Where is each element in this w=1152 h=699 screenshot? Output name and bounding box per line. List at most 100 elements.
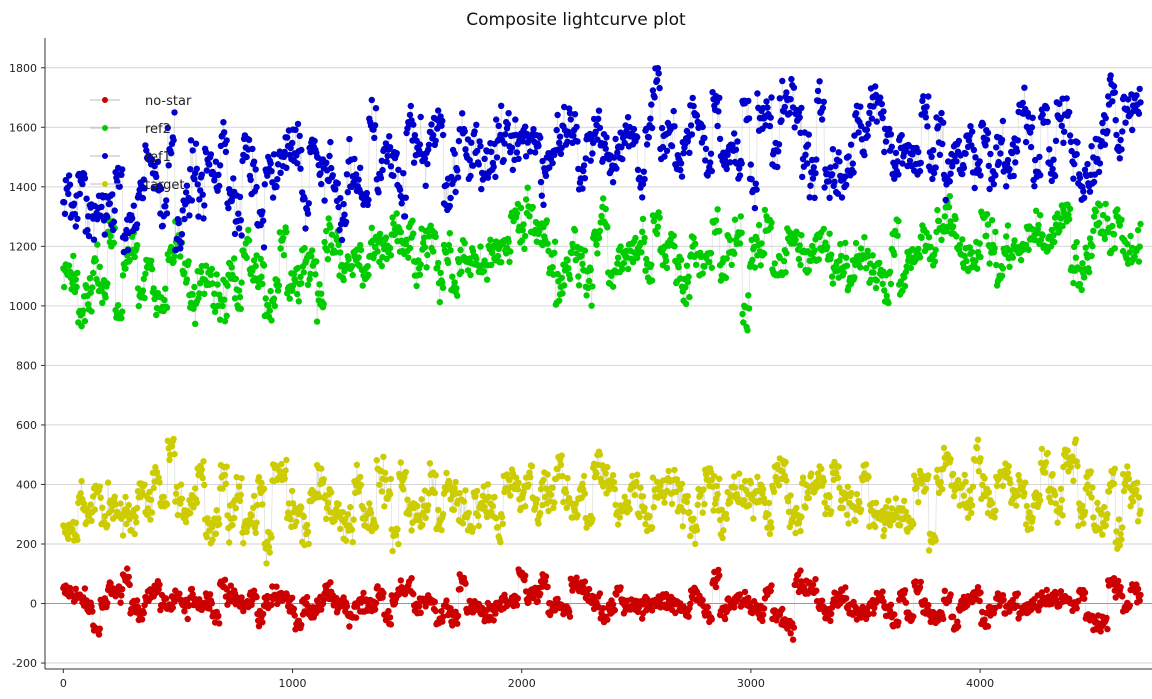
data-point xyxy=(473,255,480,263)
data-point xyxy=(729,141,736,149)
data-point xyxy=(1081,595,1088,602)
data-point xyxy=(134,603,142,611)
data-point xyxy=(491,493,498,501)
data-point xyxy=(274,161,282,168)
data-point xyxy=(188,585,196,593)
data-point xyxy=(436,298,443,306)
data-point xyxy=(378,262,385,270)
data-point xyxy=(573,123,580,131)
data-point xyxy=(222,480,230,487)
data-point xyxy=(1096,202,1104,209)
data-point xyxy=(119,532,127,539)
data-point xyxy=(1119,593,1126,600)
data-point xyxy=(580,162,588,169)
data-point xyxy=(716,475,723,482)
data-point xyxy=(490,163,497,171)
data-point xyxy=(861,234,868,241)
data-point xyxy=(340,276,347,284)
data-point xyxy=(459,110,466,117)
data-point xyxy=(261,181,268,188)
data-point xyxy=(492,610,499,617)
data-point xyxy=(813,156,820,163)
data-point xyxy=(580,167,587,175)
data-point xyxy=(596,451,604,458)
data-point xyxy=(870,103,877,110)
data-point xyxy=(779,605,786,613)
data-point xyxy=(410,121,417,128)
data-point xyxy=(386,244,394,252)
data-point xyxy=(393,210,400,217)
chart-title: Composite lightcurve plot xyxy=(466,10,686,30)
data-point xyxy=(849,160,856,167)
data-point xyxy=(401,213,409,220)
data-point xyxy=(1109,222,1116,230)
data-point xyxy=(1081,166,1089,173)
data-point xyxy=(307,148,314,156)
data-point xyxy=(190,305,197,312)
data-point xyxy=(935,123,942,130)
data-point xyxy=(722,274,730,281)
data-point xyxy=(820,603,827,611)
data-point xyxy=(188,197,196,204)
data-point xyxy=(557,461,565,468)
data-point xyxy=(403,236,410,243)
data-point xyxy=(990,181,997,188)
data-point xyxy=(525,599,532,606)
data-point xyxy=(690,515,697,522)
data-point xyxy=(641,504,648,511)
data-point xyxy=(812,170,819,177)
data-point xyxy=(71,288,79,296)
data-point xyxy=(439,284,447,291)
data-point xyxy=(146,488,153,496)
data-point xyxy=(342,537,350,544)
data-point xyxy=(731,484,739,491)
data-point xyxy=(85,232,93,240)
data-point xyxy=(198,171,205,178)
data-point xyxy=(453,285,460,292)
data-point xyxy=(865,473,872,480)
data-point xyxy=(1135,258,1143,265)
data-point xyxy=(240,607,247,615)
data-point xyxy=(896,522,904,529)
data-point xyxy=(1054,210,1061,217)
data-point xyxy=(178,495,186,502)
data-point xyxy=(118,314,125,322)
data-point xyxy=(515,479,522,486)
data-point xyxy=(392,531,400,539)
data-point xyxy=(602,205,609,213)
data-point xyxy=(529,203,536,211)
data-point xyxy=(656,84,663,92)
data-point xyxy=(685,613,692,620)
data-point xyxy=(718,506,725,513)
data-point xyxy=(174,511,181,519)
data-point xyxy=(894,158,901,165)
data-point xyxy=(301,195,308,202)
data-point xyxy=(87,289,94,296)
data-point xyxy=(76,190,84,198)
data-point xyxy=(61,210,69,217)
data-point xyxy=(613,165,620,172)
data-point xyxy=(585,585,593,593)
data-point xyxy=(88,517,95,524)
data-point xyxy=(902,268,910,276)
data-point xyxy=(642,521,649,528)
data-point xyxy=(326,152,333,160)
data-point xyxy=(984,623,992,630)
data-point xyxy=(1022,138,1030,146)
data-point xyxy=(125,501,132,509)
data-point xyxy=(152,464,159,471)
data-point xyxy=(639,228,646,235)
data-point xyxy=(1101,141,1109,148)
data-point xyxy=(337,195,344,202)
data-point xyxy=(732,146,740,153)
data-point xyxy=(982,142,989,149)
data-point xyxy=(655,209,662,216)
data-point xyxy=(254,501,261,509)
data-point xyxy=(237,491,244,499)
data-point xyxy=(104,521,111,529)
data-point xyxy=(614,254,622,261)
data-point xyxy=(825,178,832,185)
data-point xyxy=(97,212,104,220)
data-point xyxy=(126,256,133,264)
